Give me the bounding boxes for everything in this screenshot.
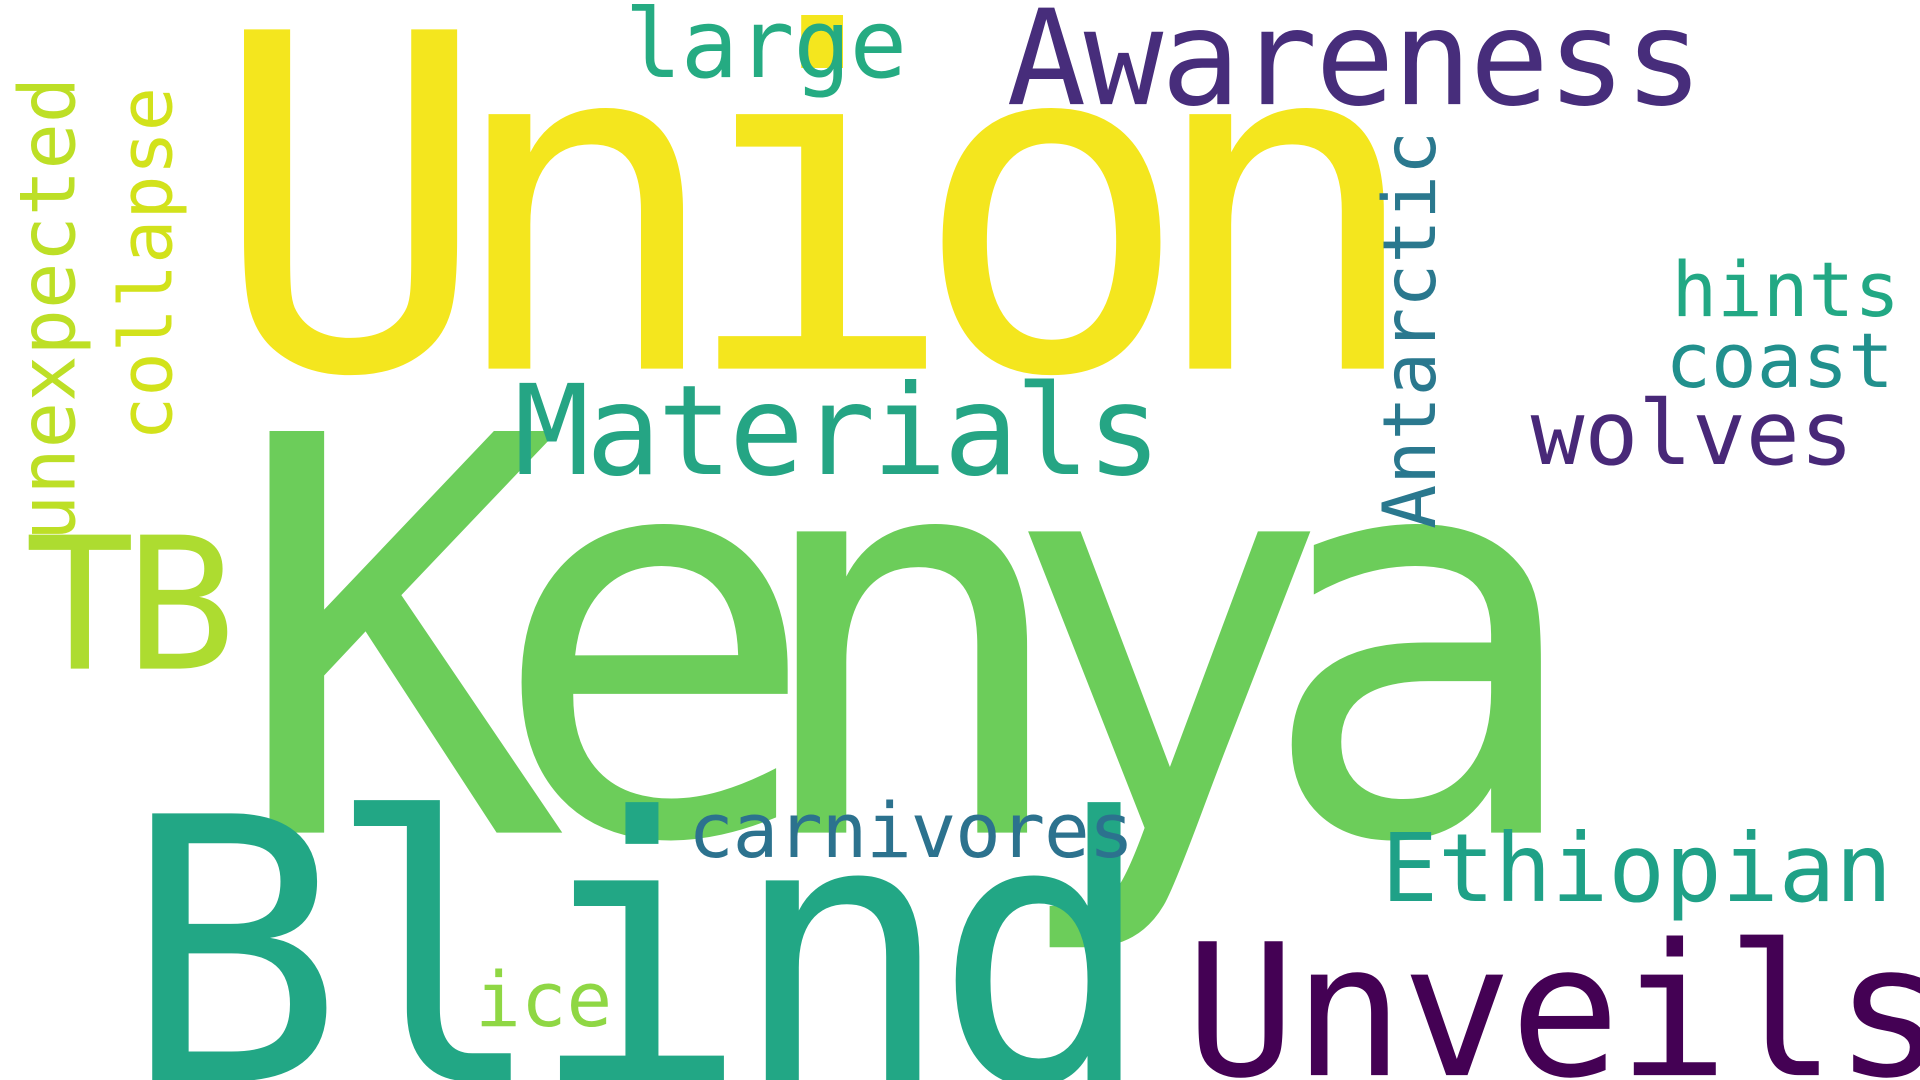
word-ethiopian: Ethiopian [1381,815,1893,925]
word-collapse: collapse [104,86,190,441]
word-awareness: Awareness [1006,0,1704,136]
word-tb: TB [24,499,235,713]
word-unveils: Unveils [1185,906,1920,1080]
word-hints: hints [1671,244,1900,335]
word-unexpected: unexpected [3,76,94,542]
word-large: large [624,0,907,101]
word-wolves: wolves [1530,382,1854,487]
word-ice: ice [475,955,613,1045]
word-blind: Blind [122,740,1154,1080]
word-kenya: Kenya [232,322,1588,964]
word-coast: coast [1665,315,1894,406]
word-materials: Materials [514,358,1161,505]
word-antarctic: Antarctic [1367,130,1454,529]
word-union: Union [210,0,1426,479]
word-carnivores: carnivores [688,786,1134,876]
